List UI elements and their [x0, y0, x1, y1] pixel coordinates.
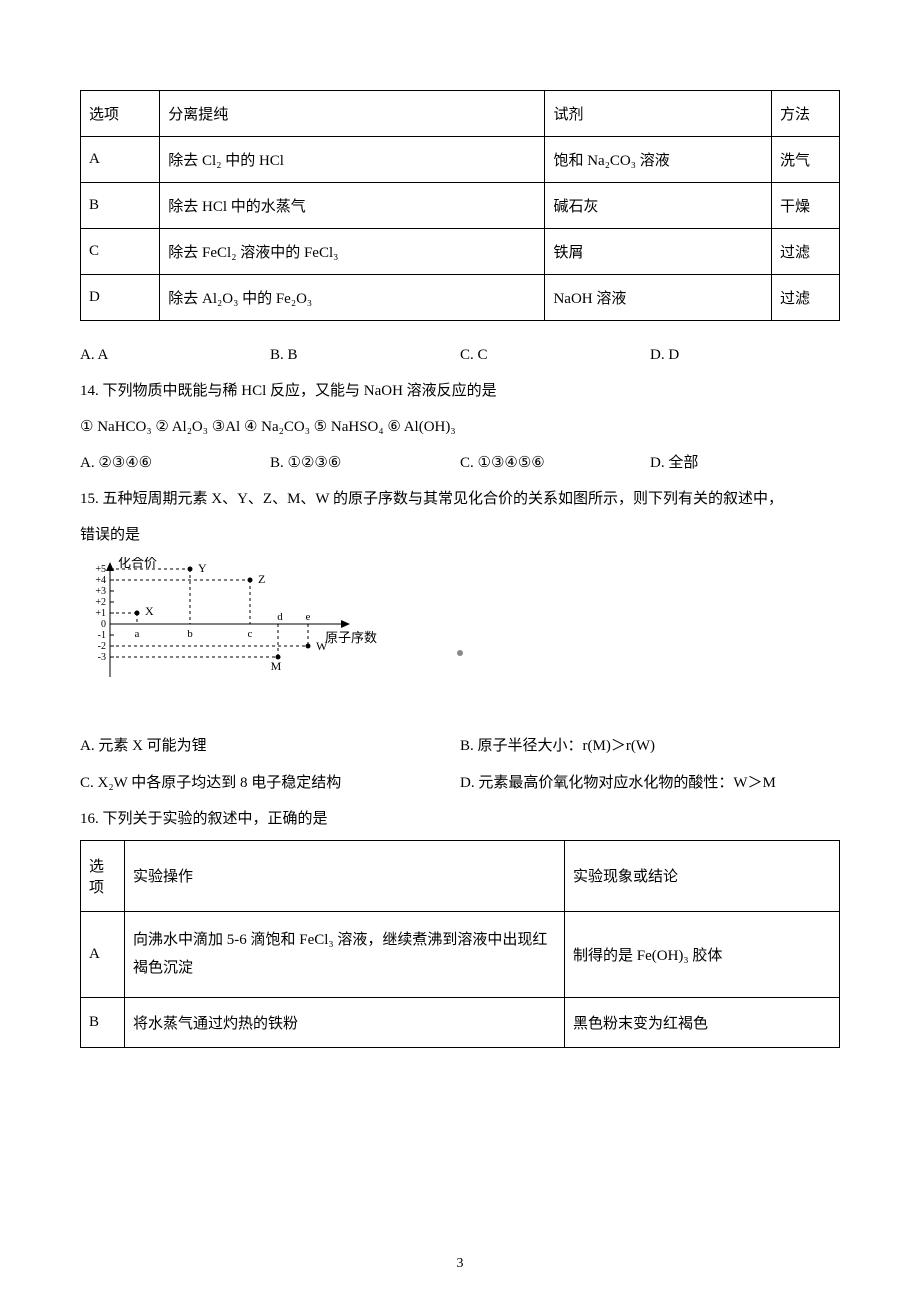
cell: A: [81, 137, 160, 183]
cell: 除去 Al₂O₃ 中的 Fe₂O₃: [160, 275, 545, 321]
table-row: A 向沸水中滴加 5-6 滴饱和 FeCl₃ 溶液，继续煮沸到溶液中出现红褐色沉…: [81, 911, 840, 997]
table-row: B 除去 HCl 中的水蒸气 碱石灰 干燥: [81, 183, 840, 229]
svg-text:a: a: [135, 628, 140, 640]
svg-text:Z: Z: [258, 572, 265, 586]
table-header-cell: 选项: [81, 91, 160, 137]
q14-options: A. ②③④⑥ B. ①②③⑥ C. ①③④⑤⑥ D. 全部: [80, 447, 840, 480]
cell: 过滤: [772, 229, 840, 275]
svg-text:-2: -2: [98, 641, 106, 652]
option-c: C. ①③④⑤⑥: [460, 447, 650, 480]
table-header-cell: 试剂: [545, 91, 772, 137]
svg-text:d: d: [277, 611, 283, 623]
cell: 饱和 Na₂CO₃ 溶液: [545, 137, 772, 183]
svg-text:X: X: [145, 604, 154, 618]
svg-text:0: 0: [101, 619, 106, 630]
option-d: D. 元素最高价氧化物对应水化物的酸性：W＞M: [460, 767, 840, 800]
option-d: D. 全部: [650, 447, 840, 480]
svg-text:-1: -1: [98, 630, 106, 641]
q13-options: A. A B. B C. C D. D: [80, 339, 840, 372]
svg-text:b: b: [187, 628, 193, 640]
svg-text:+3: +3: [95, 586, 106, 597]
q15-options-row2: C. X₂W 中各原子均达到 8 电子稳定结构 D. 元素最高价氧化物对应水化物…: [80, 767, 840, 800]
svg-text:+2: +2: [95, 597, 106, 608]
svg-text:M: M: [271, 659, 282, 673]
table-row: 选 项 实验操作 实验现象或结论: [81, 840, 840, 911]
table-header-cell: 分离提纯: [160, 91, 545, 137]
q15-options-row1: A. 元素 X 可能为锂 B. 原子半径大小：r(M)＞r(W): [80, 730, 840, 763]
cell: 制得的是 Fe(OH)₃ 胶体: [565, 911, 840, 997]
cell: D: [81, 275, 160, 321]
cell: A: [81, 911, 125, 997]
q14-items: ① NaHCO₃ ② Al₂O₃ ③Al ④ Na₂CO₃ ⑤ NaHSO₄ ⑥…: [80, 412, 840, 444]
q14-stem: 14. 下列物质中既能与稀 HCl 反应，又能与 NaOH 溶液反应的是: [80, 376, 840, 408]
cell: 干燥: [772, 183, 840, 229]
q15-stem-2: 错误的是: [80, 520, 840, 552]
watermark-dot: [457, 650, 463, 656]
svg-text:W: W: [316, 639, 328, 653]
table-header-cell: 实验现象或结论: [565, 840, 840, 911]
option-d: D. D: [650, 339, 840, 372]
cell: B: [81, 997, 125, 1047]
table-row: D 除去 Al₂O₃ 中的 Fe₂O₃ NaOH 溶液 过滤: [81, 275, 840, 321]
table-header-cell: 选 项: [81, 840, 125, 911]
svg-text:-3: -3: [98, 652, 106, 663]
cell: 除去 Cl₂ 中的 HCl: [160, 137, 545, 183]
q16-stem: 16. 下列关于实验的叙述中，正确的是: [80, 804, 840, 836]
page-number: 3: [0, 1256, 920, 1272]
svg-text:c: c: [248, 628, 253, 640]
cell: 过滤: [772, 275, 840, 321]
svg-text:+5: +5: [95, 564, 106, 575]
option-b: B. ①②③⑥: [270, 447, 460, 480]
table-row: A 除去 Cl₂ 中的 HCl 饱和 Na₂CO₃ 溶液 洗气: [81, 137, 840, 183]
table-row: B 将水蒸气通过灼热的铁粉 黑色粉末变为红褐色: [81, 997, 840, 1047]
svg-text:原子序数: 原子序数: [325, 630, 377, 645]
svg-text:+4: +4: [95, 575, 106, 586]
cell: 向沸水中滴加 5-6 滴饱和 FeCl₃ 溶液，继续煮沸到溶液中出现红褐色沉淀: [125, 911, 565, 997]
q15-stem-1: 15. 五种短周期元素 X、Y、Z、M、W 的原子序数与其常见化合价的关系如图所…: [80, 484, 840, 516]
option-b: B. 原子半径大小：r(M)＞r(W): [460, 730, 840, 763]
table-row: 选项 分离提纯 试剂 方法: [81, 91, 840, 137]
cell: 铁屑: [545, 229, 772, 275]
cell: 黑色粉末变为红褐色: [565, 997, 840, 1047]
cell: B: [81, 183, 160, 229]
option-b: B. B: [270, 339, 460, 372]
cell: 洗气: [772, 137, 840, 183]
svg-text:+1: +1: [95, 608, 106, 619]
cell: 除去 FeCl₂ 溶液中的 FeCl₃: [160, 229, 545, 275]
table-header-cell: 方法: [772, 91, 840, 137]
option-a: A. A: [80, 339, 270, 372]
cell: 将水蒸气通过灼热的铁粉: [125, 997, 565, 1047]
table-separation: 选项 分离提纯 试剂 方法 A 除去 Cl₂ 中的 HCl 饱和 Na₂CO₃ …: [80, 90, 840, 321]
cell: C: [81, 229, 160, 275]
cell: 除去 HCl 中的水蒸气: [160, 183, 545, 229]
svg-text:Y: Y: [198, 561, 207, 575]
q15-chart: +5 +4 +3 +2 +1 0 -1 -2 -3 化合价 原子序数 a b c: [80, 557, 840, 722]
option-a: A. 元素 X 可能为锂: [80, 730, 460, 763]
option-c: C. C: [460, 339, 650, 372]
table-experiment: 选 项 实验操作 实验现象或结论 A 向沸水中滴加 5-6 滴饱和 FeCl₃ …: [80, 840, 840, 1048]
svg-text:e: e: [306, 611, 311, 623]
table-row: C 除去 FeCl₂ 溶液中的 FeCl₃ 铁屑 过滤: [81, 229, 840, 275]
table-header-cell: 实验操作: [125, 840, 565, 911]
option-a: A. ②③④⑥: [80, 447, 270, 480]
option-c: C. X₂W 中各原子均达到 8 电子稳定结构: [80, 767, 460, 800]
cell: NaOH 溶液: [545, 275, 772, 321]
svg-text:化合价: 化合价: [118, 557, 157, 570]
cell: 碱石灰: [545, 183, 772, 229]
